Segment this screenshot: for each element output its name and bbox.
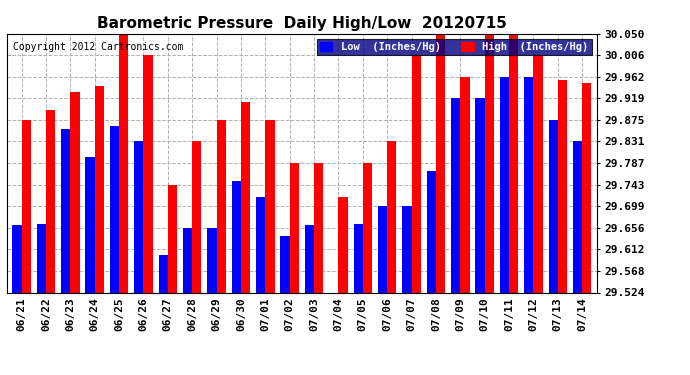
Bar	[70, 92, 79, 292]
Bar	[451, 98, 460, 292]
Bar	[266, 120, 275, 292]
Bar	[144, 56, 152, 292]
Bar	[280, 236, 290, 292]
Bar	[46, 111, 55, 292]
Bar	[549, 120, 558, 292]
Bar	[460, 77, 470, 292]
Bar	[387, 141, 397, 292]
Bar	[353, 224, 363, 292]
Bar	[314, 163, 324, 292]
Bar	[12, 225, 21, 292]
Bar	[217, 120, 226, 292]
Bar	[37, 224, 46, 292]
Bar	[475, 98, 484, 292]
Bar	[411, 56, 421, 292]
Bar	[509, 34, 518, 292]
Bar	[533, 56, 543, 292]
Bar	[305, 225, 314, 292]
Bar	[484, 34, 494, 292]
Bar	[402, 206, 411, 292]
Bar	[168, 185, 177, 292]
Bar	[207, 228, 217, 292]
Bar	[573, 141, 582, 292]
Bar	[241, 102, 250, 292]
Bar	[436, 34, 445, 292]
Legend: Low  (Inches/Hg), High  (Inches/Hg): Low (Inches/Hg), High (Inches/Hg)	[317, 39, 591, 55]
Bar	[256, 197, 266, 292]
Bar	[110, 126, 119, 292]
Text: Copyright 2012 Cartronics.com: Copyright 2012 Cartronics.com	[13, 42, 183, 51]
Bar	[582, 83, 591, 292]
Bar	[119, 34, 128, 292]
Title: Barometric Pressure  Daily High/Low  20120715: Barometric Pressure Daily High/Low 20120…	[97, 16, 507, 31]
Bar	[134, 141, 144, 292]
Bar	[183, 228, 193, 292]
Bar	[290, 163, 299, 292]
Bar	[558, 80, 567, 292]
Bar	[159, 255, 168, 292]
Bar	[232, 182, 241, 292]
Bar	[61, 129, 70, 292]
Bar	[95, 86, 104, 292]
Bar	[86, 157, 95, 292]
Bar	[21, 120, 31, 292]
Bar	[338, 197, 348, 292]
Bar	[524, 77, 533, 292]
Bar	[500, 77, 509, 292]
Bar	[193, 141, 201, 292]
Bar	[378, 206, 387, 292]
Bar	[426, 171, 436, 292]
Bar	[363, 163, 372, 292]
